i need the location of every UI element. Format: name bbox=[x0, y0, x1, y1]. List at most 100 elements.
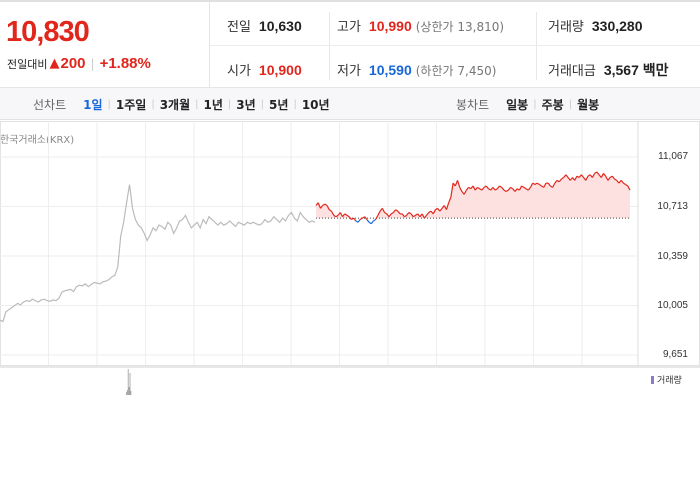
price-segment bbox=[454, 180, 459, 187]
price-segment bbox=[388, 213, 392, 218]
open-label: 시가 bbox=[227, 64, 251, 79]
price-segment bbox=[558, 178, 562, 183]
price-segment bbox=[574, 175, 578, 181]
price-segment bbox=[412, 214, 416, 218]
price-segment bbox=[410, 213, 414, 218]
price-segment bbox=[472, 185, 476, 191]
volume-bar bbox=[129, 373, 131, 395]
high-value: 10,990 bbox=[368, 18, 412, 34]
volume: 거래량 330,280 bbox=[548, 16, 643, 35]
price-segment bbox=[370, 220, 374, 225]
price-segment bbox=[525, 188, 529, 191]
price-segment bbox=[600, 173, 604, 178]
open-price: 시가 10,900 bbox=[227, 60, 302, 79]
price-segment bbox=[432, 209, 436, 215]
price-segment bbox=[536, 182, 540, 186]
price-segment bbox=[362, 216, 365, 219]
price-segment bbox=[359, 217, 363, 221]
price-segment bbox=[348, 216, 352, 220]
trade-amount-label: 거래대금 bbox=[548, 64, 596, 79]
price-segment bbox=[421, 213, 425, 219]
volume-legend-label: 거래량 bbox=[657, 376, 682, 386]
price-segment bbox=[591, 173, 596, 178]
price-segment bbox=[355, 220, 359, 223]
price-segment bbox=[324, 203, 328, 207]
price-segment bbox=[459, 187, 463, 192]
candle-chart-tabs: 봉차트 일봉 | 주봉 | 월봉 bbox=[456, 88, 604, 120]
price-segment bbox=[521, 185, 525, 188]
tab-weekly-candle[interactable]: 주봉 bbox=[541, 97, 564, 112]
volume-legend: 거래량 bbox=[651, 373, 682, 386]
price-segment bbox=[483, 185, 487, 188]
price-segment bbox=[322, 203, 326, 207]
line-chart-heading: 선차트 bbox=[33, 97, 67, 112]
price-segment bbox=[364, 216, 368, 220]
price-segment bbox=[494, 188, 498, 191]
price-segment bbox=[328, 209, 332, 212]
y-tick-label: 10,713 bbox=[657, 201, 688, 212]
change-percent: +1.88% bbox=[99, 55, 151, 72]
price-segment bbox=[488, 188, 492, 191]
price-segment bbox=[346, 214, 350, 218]
chart-tabs: 선차트 1일 | 1주일 | 3개월 | 1년 | 3년 | 5년 | 10년 … bbox=[0, 88, 700, 120]
volume-bar bbox=[130, 391, 132, 395]
prev-close: 전일 10,630 bbox=[227, 16, 302, 35]
tab-5y[interactable]: 5년 bbox=[269, 97, 289, 112]
price-segment bbox=[594, 171, 598, 174]
price-segment bbox=[448, 196, 452, 203]
tab-monthly-candle[interactable]: 월봉 bbox=[577, 97, 600, 112]
price-segment bbox=[547, 182, 551, 187]
open-value: 10,900 bbox=[258, 62, 302, 78]
prev-day-line bbox=[0, 184, 316, 323]
price-segment bbox=[561, 177, 564, 180]
price-segment bbox=[623, 182, 626, 186]
volume-bar bbox=[126, 392, 127, 395]
up-triangle-icon: ▲ bbox=[49, 56, 60, 71]
price-segment bbox=[353, 217, 357, 222]
tab-10y[interactable]: 10년 bbox=[301, 97, 330, 112]
price-segment bbox=[474, 186, 478, 191]
price-segment bbox=[556, 179, 560, 183]
price-segment bbox=[580, 174, 585, 178]
price-segment bbox=[554, 179, 558, 184]
price-segment bbox=[477, 186, 480, 190]
price-segment bbox=[397, 210, 401, 215]
price-segment bbox=[523, 186, 527, 190]
price-segment bbox=[401, 213, 405, 218]
price-segment bbox=[501, 186, 505, 191]
price-segment bbox=[404, 214, 407, 218]
price-segment bbox=[415, 213, 419, 216]
price-segment bbox=[529, 182, 534, 188]
data-source: 한국거래소(KRX) bbox=[0, 135, 75, 146]
price-chart bbox=[0, 121, 700, 395]
price-segment bbox=[596, 171, 600, 176]
change-label: 전일대비 bbox=[7, 57, 48, 71]
volume-swatch bbox=[651, 375, 654, 384]
tab-daily-candle[interactable]: 일봉 bbox=[506, 97, 529, 112]
price-segment bbox=[406, 212, 410, 216]
price-segment bbox=[465, 186, 470, 191]
price-segment bbox=[392, 209, 397, 213]
price-segment bbox=[534, 182, 538, 186]
divider bbox=[210, 45, 700, 46]
price-segment bbox=[408, 212, 412, 215]
price-segment bbox=[499, 185, 503, 188]
tab-1d[interactable]: 1일 bbox=[83, 97, 103, 112]
price-segment bbox=[344, 213, 348, 216]
price-segment bbox=[576, 175, 580, 179]
prev-close-label: 전일 bbox=[227, 20, 251, 35]
tab-1y[interactable]: 1년 bbox=[203, 97, 223, 112]
divider bbox=[536, 12, 537, 80]
tab-1w[interactable]: 1주일 bbox=[115, 97, 147, 112]
price-segment bbox=[317, 202, 321, 209]
price-segment bbox=[375, 215, 379, 220]
y-tick-label: 10,359 bbox=[657, 251, 688, 262]
price-segment bbox=[510, 186, 514, 190]
price-segment bbox=[609, 175, 613, 179]
tab-3m[interactable]: 3개월 bbox=[159, 97, 191, 112]
tab-3y[interactable]: 3년 bbox=[236, 97, 256, 112]
low-price: 저가 10,590 (하한가 7,450) bbox=[337, 60, 496, 79]
price-segment bbox=[481, 186, 485, 191]
price-segment bbox=[395, 209, 399, 212]
price-segment bbox=[450, 183, 454, 198]
